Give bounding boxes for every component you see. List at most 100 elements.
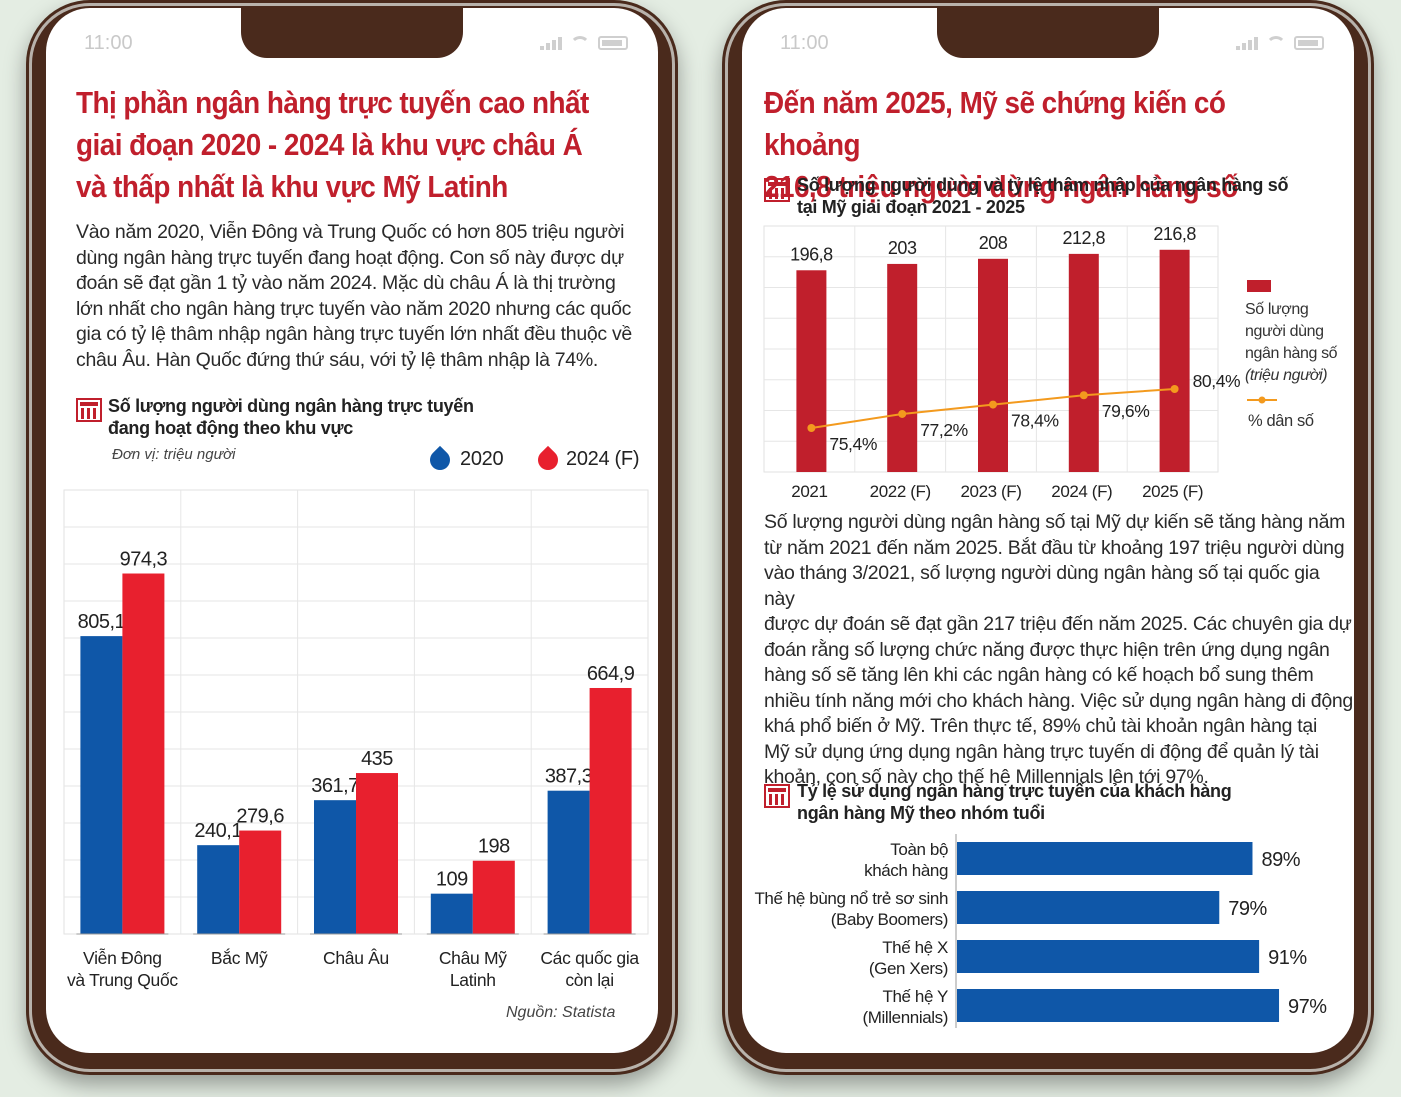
category-label: còn lại: [565, 970, 614, 990]
status-icons: [540, 36, 628, 50]
bank-icon: [764, 784, 790, 808]
category-label: và Trung Quốc: [67, 970, 178, 990]
data-label: 91%: [1268, 947, 1307, 969]
status-time: 11:00: [780, 32, 829, 54]
category-label: Châu Mỹ: [439, 948, 507, 968]
bar-2024F-4: [589, 687, 632, 934]
bar-users-3: [1068, 253, 1099, 472]
right-phone-screen: 11:00 Đến năm 2025, Mỹ sẽ chứng kiến có …: [742, 8, 1354, 1053]
category-label: khách hàng: [864, 861, 948, 880]
category-label: 2024 (F): [1051, 482, 1112, 501]
left-body-text: Vào năm 2020, Viễn Đông và Trung Quốc có…: [76, 220, 656, 373]
age-group-bar-chart: 89% Toàn bộ khách hàng 79% Thế hệ bùng nổ tr…: [754, 834, 1328, 1028]
data-label: 198: [478, 836, 510, 858]
category-label: (Gen Xers): [869, 959, 948, 978]
category-label: Latinh: [450, 970, 496, 990]
category-label: Châu Âu: [323, 948, 389, 968]
body-line: đoán sẽ đạt gần 1 tỷ vào năm 2024. Mặc d…: [76, 272, 616, 294]
bar-2024F-1: [239, 830, 282, 934]
line-point-4: [1170, 385, 1179, 393]
line-point-1: [898, 409, 907, 418]
chart-title-line: đang hoạt động theo khu vực: [108, 418, 353, 438]
body-line: vào tháng 3/2021, số lượng người dùng ng…: [764, 562, 1320, 610]
wifi-icon: [1266, 36, 1286, 50]
data-label: 279,6: [236, 806, 284, 828]
line-label: 80,4%: [1193, 371, 1241, 391]
legend-swatch-2024: [533, 445, 563, 475]
line-point-2: [989, 400, 997, 409]
category-label: Thế hệ X: [882, 938, 948, 957]
data-label: 79%: [1228, 898, 1267, 920]
legend-label-users: (triệu người): [1245, 367, 1327, 384]
chart-title-line: Số lượng người dùng và tỷ lệ thâm nhập c…: [797, 175, 1289, 195]
wifi-icon: [570, 36, 590, 50]
chart-title: Số lượng người dùng ngân hàng trực tuyến…: [108, 395, 474, 439]
category-label: 2022 (F): [870, 482, 931, 501]
headline-line: và thấp nhất là khu vực Mỹ Latinh: [76, 169, 508, 204]
bar-users-1: [887, 263, 918, 472]
hbar-1: [957, 891, 1220, 924]
data-label: 664,9: [587, 663, 635, 685]
bank-icon: [764, 178, 790, 202]
body-line: dùng ngân hàng trực tuyến đang hoạt động…: [76, 246, 624, 269]
data-label: 361,7: [311, 775, 359, 797]
headline-line: Đến năm 2025, Mỹ sẽ chứng kiến có khoảng: [764, 85, 1226, 162]
data-label: 212,8: [1063, 228, 1106, 248]
body-line: Số lượng người dùng ngân hàng số tại Mỹ …: [764, 511, 1346, 533]
line-label: 78,4%: [1011, 411, 1059, 431]
bar-2024F-0: [122, 573, 165, 934]
category-label: Các quốc gia: [540, 948, 639, 968]
body-line: nhiều tính năng mới cho khách hàng. Việc…: [764, 689, 1353, 712]
legend-label-users: người dùng: [1245, 323, 1324, 340]
line-label: 77,2%: [920, 420, 968, 440]
body-line: Mỹ sử dụng ứng dụng ngân hàng trực tuyến…: [764, 740, 1319, 763]
data-label: 196,8: [790, 244, 833, 264]
hbar-3: [957, 989, 1280, 1022]
notch: [241, 8, 463, 58]
category-label: Viễn Đông: [83, 947, 162, 968]
usa-users-chart: 196,8 2021 203 2022 (F) 208 2023 (F) 212,8 2024…: [763, 224, 1338, 501]
legend-swatch-users: [1247, 280, 1271, 292]
left-phone-screen: 11:00 Thị phần ngân hàng trực tuyến cao …: [46, 8, 658, 1053]
right-body-text: Số lượng người dùng ngân hàng số tại Mỹ …: [764, 510, 1354, 791]
chart-title: Số lượng người dùng và tỷ lệ thâm nhập c…: [797, 174, 1289, 218]
headline-line: Thị phần ngân hàng trực tuyến cao nhất: [76, 85, 589, 120]
notch: [937, 8, 1159, 58]
legend-label-2020: 2020: [460, 448, 504, 470]
body-line: khá phổ biến ở Mỹ. Trên thực tế, 89% chủ…: [764, 715, 1318, 737]
category-label: 2023 (F): [960, 482, 1021, 501]
bar-users-2: [978, 258, 1008, 472]
data-label: 109: [436, 869, 468, 891]
bar-2020-0: [80, 636, 123, 934]
category-label: 2021: [791, 482, 827, 501]
line-point-0: [807, 424, 816, 432]
chart-title-line: tại Mỹ giai đoạn 2021 - 2025: [797, 197, 1025, 217]
legend-swatch-dot: [1258, 396, 1266, 404]
category-label: Bắc Mỹ: [211, 947, 268, 968]
line-label: 79,6%: [1102, 401, 1150, 421]
line-point-3: [1079, 391, 1088, 400]
data-label: 97%: [1288, 996, 1327, 1018]
hbar-0: [957, 842, 1253, 875]
line-label: 75,4%: [829, 434, 877, 454]
legend-label-users: Số lượng: [1245, 301, 1308, 318]
body-line: lớn nhất cho ngân hàng trực tuyến vào nă…: [76, 297, 632, 320]
body-line: gia có tỷ lệ thâm nhập ngân hàng trực tu…: [76, 323, 632, 345]
signal-icon: [1236, 37, 1258, 50]
bar-2020-3: [430, 893, 473, 934]
bar-users-4: [1159, 249, 1190, 472]
data-label: 216,8: [1153, 224, 1196, 244]
category-label: (Millennials): [863, 1008, 949, 1027]
body-line: từ năm 2021 đến năm 2025. Bắt đầu từ kho…: [764, 536, 1345, 559]
unit-label: Đơn vị: triệu người: [112, 446, 236, 463]
data-label: 974,3: [120, 549, 168, 571]
body-line: châu Âu. Hàn Quốc đứng thứ sáu, với tỷ l…: [76, 348, 598, 371]
category-label: (Baby Boomers): [831, 910, 948, 929]
body-line: đoán rằng số lượng chức năng được thực h…: [764, 638, 1330, 661]
battery-icon: [598, 36, 628, 50]
data-label: 435: [361, 748, 393, 770]
category-label: Thế hệ Y: [883, 987, 949, 1006]
data-label: 805,1: [78, 611, 126, 633]
data-label: 208: [979, 233, 1008, 253]
